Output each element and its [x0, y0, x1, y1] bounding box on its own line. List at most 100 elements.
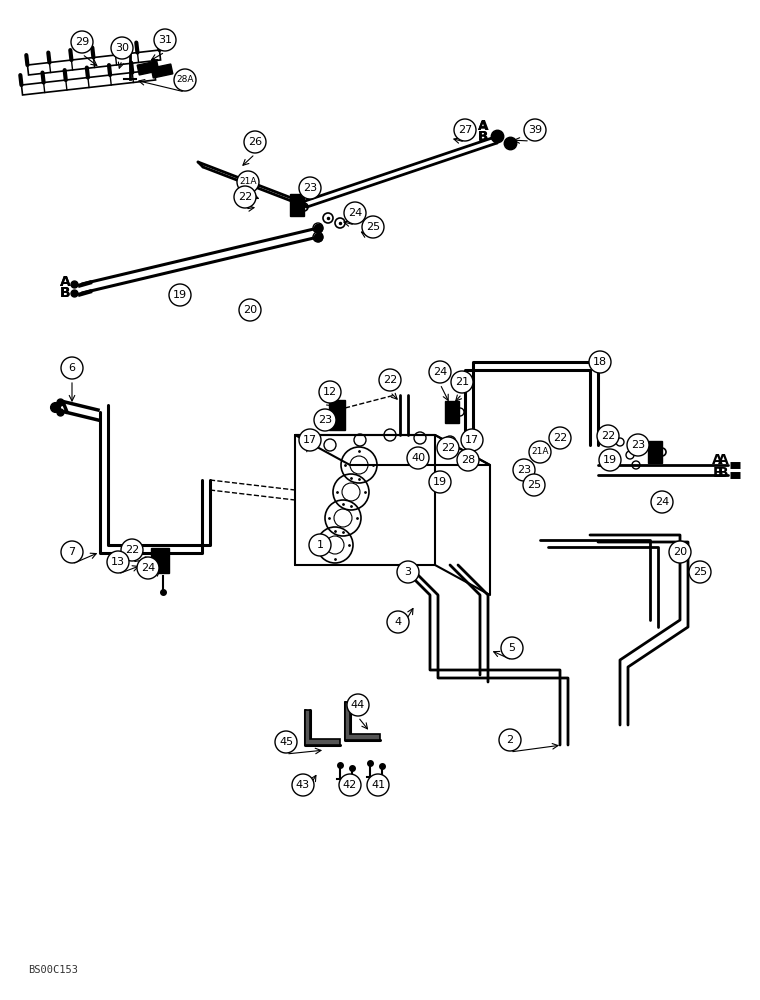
Text: 25: 25 — [527, 480, 541, 490]
Circle shape — [501, 637, 523, 659]
Text: A: A — [477, 119, 489, 133]
Circle shape — [319, 381, 341, 403]
Circle shape — [599, 449, 621, 471]
Circle shape — [239, 299, 261, 321]
Circle shape — [461, 429, 483, 451]
Circle shape — [154, 29, 176, 51]
Text: 30: 30 — [115, 43, 129, 53]
Circle shape — [689, 561, 711, 583]
Text: B: B — [717, 466, 728, 480]
Circle shape — [651, 491, 673, 513]
Circle shape — [344, 202, 366, 224]
Circle shape — [275, 731, 297, 753]
Text: 5: 5 — [508, 643, 515, 653]
Circle shape — [234, 186, 256, 208]
Circle shape — [589, 351, 611, 373]
Text: 21: 21 — [455, 377, 469, 387]
Text: 28: 28 — [461, 455, 475, 465]
Text: 25: 25 — [693, 567, 707, 577]
Circle shape — [314, 409, 336, 431]
Circle shape — [137, 557, 159, 579]
Circle shape — [437, 437, 459, 459]
Text: 29: 29 — [75, 37, 89, 47]
Bar — [151, 548, 169, 572]
Circle shape — [451, 371, 473, 393]
Text: 42: 42 — [343, 780, 357, 790]
Circle shape — [362, 216, 384, 238]
Text: 2: 2 — [506, 735, 514, 745]
Text: 25: 25 — [366, 222, 380, 232]
Bar — [137, 61, 159, 75]
Circle shape — [121, 539, 143, 561]
Circle shape — [454, 119, 476, 141]
Text: 27: 27 — [458, 125, 472, 135]
Text: 7: 7 — [68, 547, 75, 557]
Text: 4: 4 — [394, 617, 401, 627]
Text: 18: 18 — [593, 357, 607, 367]
Circle shape — [61, 357, 83, 379]
Text: A: A — [717, 453, 728, 467]
Text: 28A: 28A — [176, 76, 194, 85]
Text: 17: 17 — [465, 435, 479, 445]
Text: 23: 23 — [517, 465, 531, 475]
Circle shape — [61, 541, 83, 563]
Text: 31: 31 — [158, 35, 172, 45]
Text: A: A — [59, 275, 71, 289]
Text: 22: 22 — [125, 545, 139, 555]
Text: B: B — [60, 286, 71, 300]
Text: 12: 12 — [323, 387, 337, 397]
Circle shape — [299, 177, 321, 199]
Circle shape — [669, 541, 691, 563]
Text: 22: 22 — [383, 375, 397, 385]
Text: 26: 26 — [248, 137, 262, 147]
Text: B: B — [60, 286, 71, 300]
Circle shape — [429, 471, 451, 493]
Text: B: B — [712, 466, 723, 480]
Circle shape — [107, 551, 129, 573]
Text: 6: 6 — [68, 363, 75, 373]
Text: 43: 43 — [296, 780, 310, 790]
Circle shape — [174, 69, 196, 91]
Text: 21A: 21A — [239, 178, 257, 186]
Text: 21A: 21A — [531, 448, 549, 456]
Polygon shape — [345, 702, 380, 740]
Circle shape — [309, 534, 331, 556]
Circle shape — [169, 284, 191, 306]
Circle shape — [347, 694, 369, 716]
Circle shape — [299, 429, 321, 451]
Circle shape — [367, 774, 389, 796]
Text: 39: 39 — [528, 125, 542, 135]
Bar — [445, 401, 459, 423]
Circle shape — [397, 561, 419, 583]
Text: 20: 20 — [243, 305, 257, 315]
Bar — [648, 441, 662, 463]
Text: 22: 22 — [238, 192, 252, 202]
Circle shape — [627, 434, 649, 456]
Circle shape — [379, 369, 401, 391]
Text: 22: 22 — [553, 433, 567, 443]
Circle shape — [523, 474, 545, 496]
Bar — [151, 64, 173, 78]
Bar — [329, 400, 345, 430]
Text: 24: 24 — [348, 208, 362, 218]
Text: 23: 23 — [631, 440, 645, 450]
Text: 13: 13 — [111, 557, 125, 567]
Text: 24: 24 — [655, 497, 669, 507]
Text: 20: 20 — [673, 547, 687, 557]
Circle shape — [457, 449, 479, 471]
Text: 22: 22 — [441, 443, 455, 453]
Text: 41: 41 — [371, 780, 385, 790]
Text: 23: 23 — [318, 415, 332, 425]
Text: 45: 45 — [279, 737, 293, 747]
Text: BS00C153: BS00C153 — [28, 965, 78, 975]
Circle shape — [597, 425, 619, 447]
Text: 24: 24 — [433, 367, 447, 377]
Circle shape — [524, 119, 546, 141]
Text: B: B — [478, 130, 488, 143]
Text: 19: 19 — [433, 477, 447, 487]
Text: 3: 3 — [404, 567, 411, 577]
Text: 44: 44 — [351, 700, 365, 710]
Circle shape — [339, 774, 361, 796]
Polygon shape — [305, 710, 340, 745]
Circle shape — [513, 459, 535, 481]
